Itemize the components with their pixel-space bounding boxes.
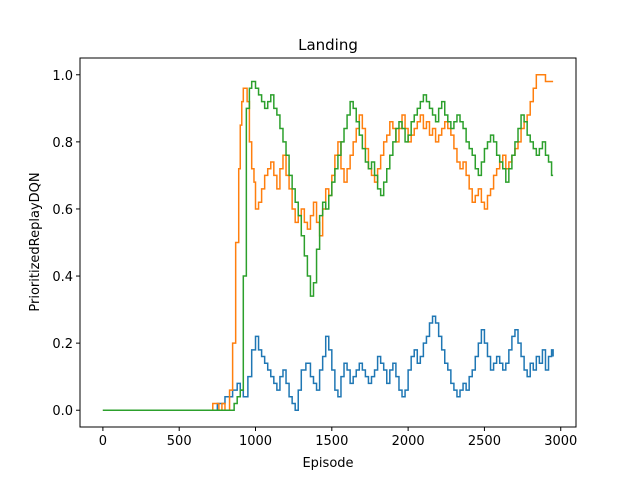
- y-axis-label: PrioritizedReplayDQN: [28, 172, 43, 311]
- series-line-3: [102, 80, 554, 411]
- series-line-1: [102, 315, 554, 411]
- y-tick-label: 1.0: [52, 69, 73, 84]
- series-line-2: [102, 74, 554, 411]
- x-tick-label: 2000: [392, 434, 425, 449]
- y-tick-label: 0.4: [52, 270, 73, 285]
- x-tick-label: 500: [167, 434, 192, 449]
- x-axis-label: Episode: [302, 456, 353, 471]
- chart-title: Landing: [298, 36, 358, 54]
- y-tick-label: 0.8: [52, 136, 73, 151]
- y-axis: 0.0 0.2 0.4 0.6 0.8 1.0: [52, 69, 80, 419]
- x-tick-label: 0: [99, 434, 107, 449]
- x-tick-label: 1000: [239, 434, 272, 449]
- x-tick-label: 3000: [544, 434, 577, 449]
- y-tick-label: 0.2: [52, 337, 73, 352]
- plot-frame: [79, 57, 577, 428]
- x-axis: 0 500 1000 1500 2000 2500 3000: [99, 427, 577, 449]
- series-layer: [102, 74, 554, 411]
- y-tick-label: 0.6: [52, 203, 73, 218]
- y-tick-label: 0.0: [52, 404, 73, 419]
- x-tick-label: 2500: [468, 434, 501, 449]
- x-tick-label: 1500: [315, 434, 348, 449]
